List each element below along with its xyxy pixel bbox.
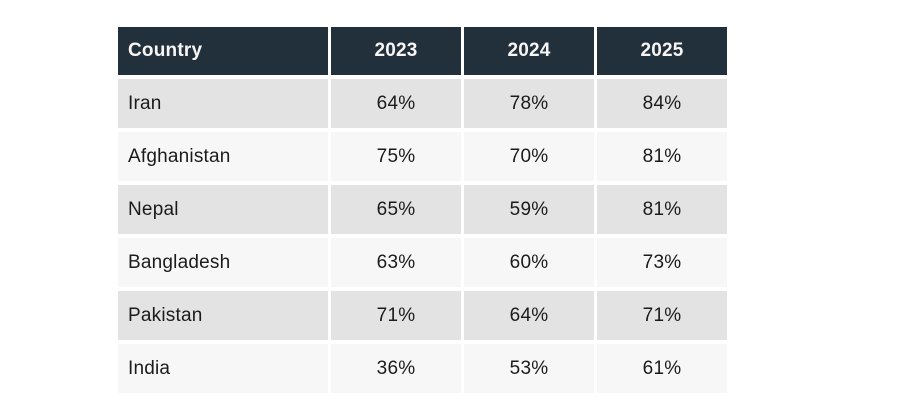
- header-cell-2025: 2025: [597, 27, 727, 75]
- country-cell: Pakistan: [118, 291, 328, 340]
- value-cell: 71%: [597, 291, 727, 340]
- value-cell: 81%: [597, 132, 727, 181]
- country-cell: India: [118, 344, 328, 393]
- table-row: Afghanistan 75% 70% 81%: [118, 132, 730, 181]
- value-cell: 71%: [331, 291, 461, 340]
- table-row: Bangladesh 63% 60% 73%: [118, 238, 730, 287]
- value-cell: 65%: [331, 185, 461, 234]
- value-cell: 36%: [331, 344, 461, 393]
- country-cell: Bangladesh: [118, 238, 328, 287]
- value-cell: 59%: [464, 185, 594, 234]
- value-cell: 61%: [597, 344, 727, 393]
- country-cell: Nepal: [118, 185, 328, 234]
- value-cell: 81%: [597, 185, 727, 234]
- value-cell: 64%: [331, 79, 461, 128]
- header-cell-country: Country: [118, 27, 328, 75]
- header-cell-2024: 2024: [464, 27, 594, 75]
- value-cell: 78%: [464, 79, 594, 128]
- table-row: Nepal 65% 59% 81%: [118, 185, 730, 234]
- country-cell: Afghanistan: [118, 132, 328, 181]
- value-cell: 73%: [597, 238, 727, 287]
- value-cell: 60%: [464, 238, 594, 287]
- table-header-row: Country 2023 2024 2025: [118, 27, 730, 75]
- country-cell: Iran: [118, 79, 328, 128]
- value-cell: 64%: [464, 291, 594, 340]
- value-cell: 63%: [331, 238, 461, 287]
- value-cell: 53%: [464, 344, 594, 393]
- table-row: India 36% 53% 61%: [118, 344, 730, 393]
- value-cell: 75%: [331, 132, 461, 181]
- table-row: Iran 64% 78% 84%: [118, 79, 730, 128]
- value-cell: 84%: [597, 79, 727, 128]
- table-body: Iran 64% 78% 84% Afghanistan 75% 70% 81%…: [118, 79, 730, 393]
- value-cell: 70%: [464, 132, 594, 181]
- country-year-table: Country 2023 2024 2025 Iran 64% 78% 84% …: [118, 27, 730, 393]
- header-cell-2023: 2023: [331, 27, 461, 75]
- table-row: Pakistan 71% 64% 71%: [118, 291, 730, 340]
